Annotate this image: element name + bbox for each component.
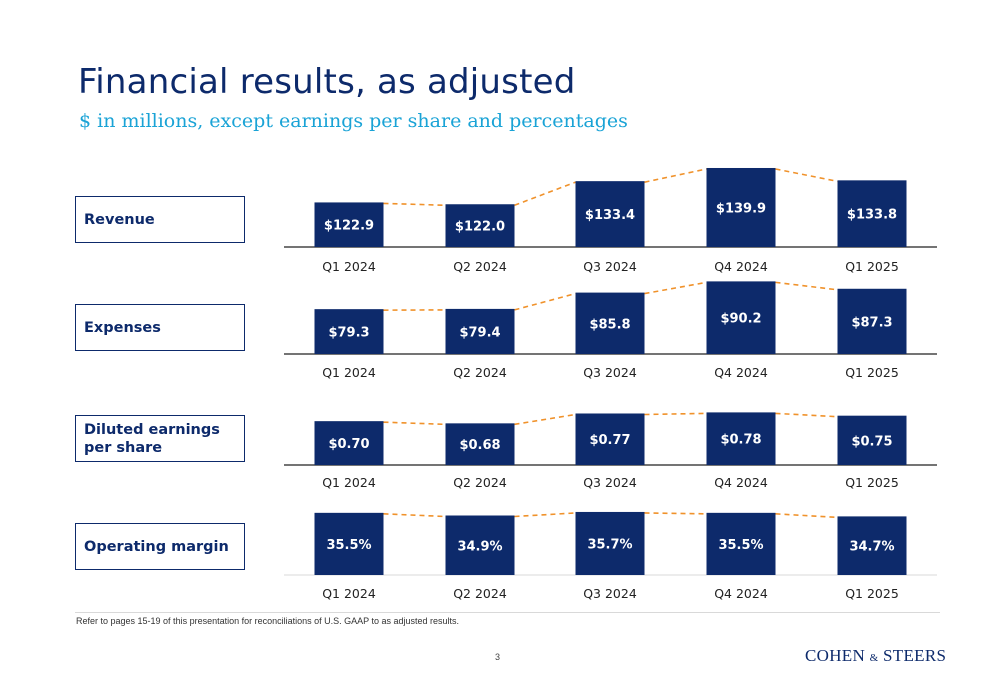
expenses-tick-label: Q1 2024 bbox=[322, 365, 376, 380]
page-number: 3 bbox=[495, 652, 501, 662]
expenses-bar bbox=[314, 309, 384, 354]
revenue-data-label: $133.4 bbox=[585, 208, 635, 223]
eps-data-label: $0.70 bbox=[328, 437, 369, 452]
revenue-label: Revenue bbox=[75, 196, 245, 243]
margin-tick-label: Q1 2024 bbox=[322, 586, 376, 601]
expenses-tick-label: Q4 2024 bbox=[714, 365, 768, 380]
revenue-connector bbox=[644, 168, 707, 183]
eps-connector bbox=[383, 421, 446, 426]
margin-data-label: 34.7% bbox=[849, 540, 894, 555]
margin-data-label: 35.5% bbox=[326, 538, 371, 553]
margin-tick-label: Q2 2024 bbox=[453, 586, 507, 601]
eps-tick-label: Q1 2024 bbox=[322, 475, 376, 490]
revenue-tick-label: Q1 2024 bbox=[322, 259, 376, 274]
expenses-connector bbox=[514, 292, 576, 311]
expenses-connector bbox=[644, 281, 707, 295]
margin-bar bbox=[575, 511, 645, 575]
expenses-data-label: $79.4 bbox=[459, 325, 500, 340]
margin-connector bbox=[775, 513, 838, 519]
expenses-data-label: $87.3 bbox=[851, 315, 892, 330]
revenue-data-label: $122.0 bbox=[455, 220, 505, 235]
eps-label: Diluted earnings per share bbox=[75, 415, 245, 462]
margin-data-label: 34.9% bbox=[457, 539, 502, 554]
revenue-connector bbox=[775, 168, 838, 183]
margin-tick-label: Q1 2025 bbox=[845, 586, 899, 601]
expenses-bar bbox=[706, 281, 776, 354]
margin-bar bbox=[445, 515, 515, 575]
revenue-bar bbox=[837, 180, 907, 247]
margin-bar bbox=[314, 512, 384, 575]
margin-connector bbox=[644, 512, 707, 515]
expenses-tick-label: Q2 2024 bbox=[453, 365, 507, 380]
margin-bar bbox=[706, 512, 776, 575]
revenue-data-label: $122.9 bbox=[324, 219, 374, 234]
eps-bar bbox=[314, 421, 384, 465]
footer-divider bbox=[75, 612, 940, 613]
revenue-connector bbox=[383, 202, 446, 207]
expenses-tick-label: Q3 2024 bbox=[583, 365, 637, 380]
eps-label-line2: per share bbox=[84, 439, 163, 456]
revenue-bar bbox=[445, 204, 515, 247]
eps-tick-label: Q2 2024 bbox=[453, 475, 507, 490]
margin-data-label: 35.7% bbox=[587, 537, 632, 552]
eps-data-label: $0.78 bbox=[720, 433, 761, 448]
expenses-label: Expenses bbox=[75, 304, 245, 351]
margin-connector bbox=[383, 513, 446, 518]
expenses-bar bbox=[445, 308, 515, 354]
eps-data-label: $0.77 bbox=[589, 433, 630, 448]
revenue-label-text: Revenue bbox=[84, 211, 155, 228]
revenue-tick-label: Q4 2024 bbox=[714, 259, 768, 274]
margin-data-label: 35.5% bbox=[718, 538, 763, 553]
expenses-bar bbox=[837, 288, 907, 354]
eps-bar bbox=[706, 412, 776, 465]
expenses-data-label: $85.8 bbox=[589, 317, 630, 332]
eps-bar bbox=[575, 413, 645, 465]
revenue-bar bbox=[314, 202, 384, 247]
expenses-data-label: $79.3 bbox=[328, 326, 369, 341]
margin-bar bbox=[837, 516, 907, 575]
margin-tick-label: Q3 2024 bbox=[583, 586, 637, 601]
eps-data-label: $0.75 bbox=[851, 434, 892, 449]
revenue-tick-label: Q2 2024 bbox=[453, 259, 507, 274]
expenses-data-label: $90.2 bbox=[720, 312, 761, 327]
revenue-bar bbox=[706, 167, 776, 247]
page-title: Financial results, as adjusted bbox=[78, 62, 576, 102]
expenses-bar bbox=[575, 292, 645, 354]
eps-connector bbox=[514, 413, 576, 426]
revenue-connector bbox=[514, 181, 576, 206]
margin-tick-label: Q4 2024 bbox=[714, 586, 768, 601]
eps-tick-label: Q4 2024 bbox=[714, 475, 768, 490]
expenses-label-text: Expenses bbox=[84, 319, 161, 336]
company-logo: COHEN & STEERS bbox=[805, 646, 947, 665]
margin-label: Operating margin bbox=[75, 523, 245, 570]
eps-tick-label: Q3 2024 bbox=[583, 475, 637, 490]
revenue-data-label: $139.9 bbox=[716, 201, 766, 216]
page-subtitle: $ in millions, except earnings per share… bbox=[79, 110, 628, 132]
eps-data-label: $0.68 bbox=[459, 438, 500, 453]
revenue-data-label: $133.8 bbox=[847, 208, 897, 223]
margin-label-text: Operating margin bbox=[84, 538, 229, 555]
eps-bar bbox=[837, 415, 907, 465]
margin-connector bbox=[514, 512, 576, 518]
eps-bar bbox=[445, 423, 515, 465]
expenses-tick-label: Q1 2025 bbox=[845, 365, 899, 380]
eps-label-line1: Diluted earnings bbox=[84, 421, 220, 438]
revenue-tick-label: Q1 2025 bbox=[845, 259, 899, 274]
footnote: Refer to pages 15-19 of this presentatio… bbox=[76, 616, 460, 626]
eps-connector bbox=[644, 412, 707, 416]
eps-tick-label: Q1 2025 bbox=[845, 475, 899, 490]
revenue-bar bbox=[575, 181, 645, 247]
expenses-connector bbox=[775, 281, 838, 291]
revenue-tick-label: Q3 2024 bbox=[583, 259, 637, 274]
eps-connector bbox=[775, 412, 838, 418]
